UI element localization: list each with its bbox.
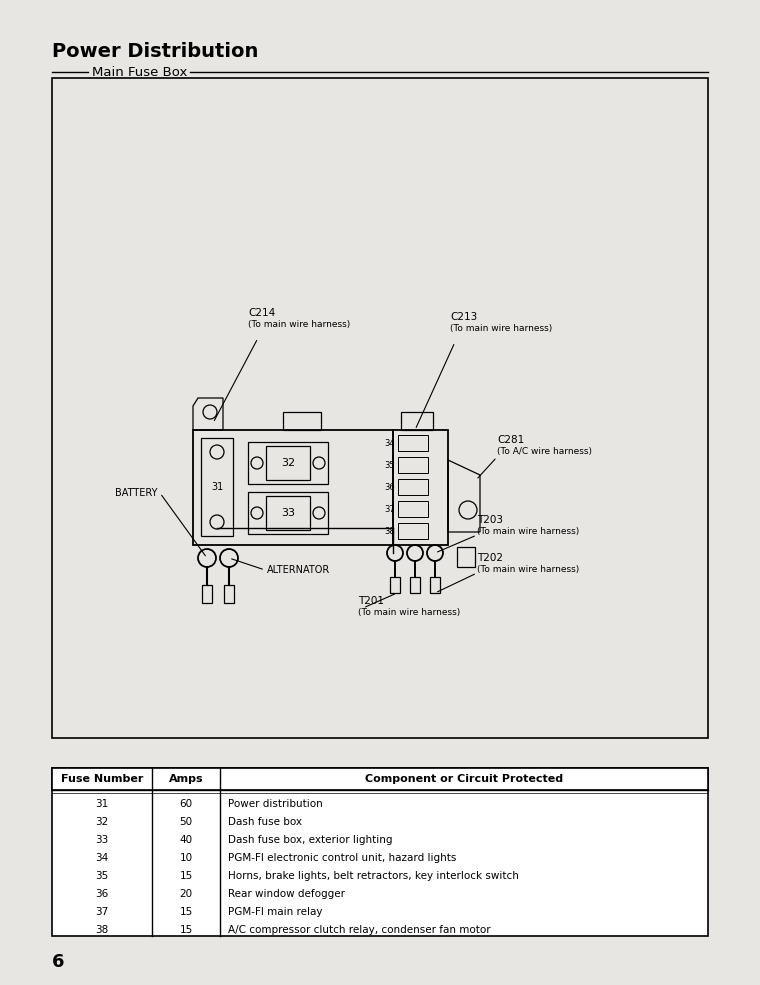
Bar xyxy=(224,585,234,603)
Text: 38: 38 xyxy=(385,527,395,536)
Bar xyxy=(398,457,428,473)
Text: Rear window defogger: Rear window defogger xyxy=(228,889,345,899)
Text: 38: 38 xyxy=(95,925,109,935)
Text: 35: 35 xyxy=(95,871,109,881)
Bar xyxy=(398,501,428,517)
Text: T203: T203 xyxy=(477,515,503,525)
Text: 6: 6 xyxy=(52,953,65,971)
Bar xyxy=(430,577,440,593)
Text: (To main wire harness): (To main wire harness) xyxy=(450,324,553,333)
Text: 10: 10 xyxy=(179,853,192,863)
Text: (To main wire harness): (To main wire harness) xyxy=(477,565,579,574)
Bar xyxy=(52,768,708,790)
Bar xyxy=(52,768,708,936)
Bar xyxy=(248,492,328,534)
Bar xyxy=(193,430,393,545)
Text: 31: 31 xyxy=(211,482,223,492)
Bar xyxy=(398,479,428,495)
Bar xyxy=(401,412,433,430)
Text: 36: 36 xyxy=(95,889,109,899)
Text: 31: 31 xyxy=(95,799,109,809)
Text: 15: 15 xyxy=(179,907,192,917)
Bar xyxy=(202,585,212,603)
Text: 32: 32 xyxy=(281,458,295,468)
Text: Main Fuse Box: Main Fuse Box xyxy=(92,65,188,79)
Text: (To main wire harness): (To main wire harness) xyxy=(477,527,579,536)
Bar xyxy=(266,496,310,530)
Text: Horns, brake lights, belt retractors, key interlock switch: Horns, brake lights, belt retractors, ke… xyxy=(228,871,519,881)
Bar xyxy=(398,523,428,539)
Text: 15: 15 xyxy=(179,925,192,935)
Bar xyxy=(457,547,475,567)
Bar xyxy=(390,577,400,593)
Text: T201: T201 xyxy=(358,596,384,606)
Text: A/C compressor clutch relay, condenser fan motor: A/C compressor clutch relay, condenser f… xyxy=(228,925,491,935)
Bar xyxy=(393,430,448,545)
Text: ALTERNATOR: ALTERNATOR xyxy=(267,565,331,575)
Text: PGM-FI electronic control unit, hazard lights: PGM-FI electronic control unit, hazard l… xyxy=(228,853,456,863)
Text: (To A/C wire harness): (To A/C wire harness) xyxy=(497,447,592,456)
Text: Fuse Number: Fuse Number xyxy=(61,774,143,784)
Text: 33: 33 xyxy=(281,508,295,518)
Text: T202: T202 xyxy=(477,553,503,563)
Bar xyxy=(266,446,310,480)
Text: 37: 37 xyxy=(95,907,109,917)
Text: Amps: Amps xyxy=(169,774,204,784)
Bar xyxy=(248,442,328,484)
Text: 34: 34 xyxy=(95,853,109,863)
Text: 32: 32 xyxy=(95,817,109,827)
Text: C213: C213 xyxy=(450,312,477,322)
Text: C214: C214 xyxy=(248,308,275,318)
Text: BATTERY: BATTERY xyxy=(116,488,158,498)
Text: 35: 35 xyxy=(385,461,395,470)
Text: (To main wire harness): (To main wire harness) xyxy=(248,320,350,329)
Text: 36: 36 xyxy=(385,483,395,492)
Bar xyxy=(283,412,321,430)
Bar xyxy=(201,438,233,536)
Text: C281: C281 xyxy=(497,435,524,445)
Text: Dash fuse box, exterior lighting: Dash fuse box, exterior lighting xyxy=(228,835,392,845)
Bar xyxy=(410,577,420,593)
Text: 33: 33 xyxy=(95,835,109,845)
Text: PGM-FI main relay: PGM-FI main relay xyxy=(228,907,322,917)
Text: (To main wire harness): (To main wire harness) xyxy=(358,608,461,617)
Text: 40: 40 xyxy=(179,835,192,845)
Bar xyxy=(52,78,708,738)
Text: Power Distribution: Power Distribution xyxy=(52,42,258,61)
Text: 15: 15 xyxy=(179,871,192,881)
Text: 50: 50 xyxy=(179,817,192,827)
Text: Dash fuse box: Dash fuse box xyxy=(228,817,302,827)
Text: 34: 34 xyxy=(385,438,395,447)
Text: 37: 37 xyxy=(385,504,395,513)
Bar xyxy=(398,435,428,451)
Text: Power distribution: Power distribution xyxy=(228,799,323,809)
Text: 60: 60 xyxy=(179,799,192,809)
Text: 20: 20 xyxy=(179,889,192,899)
Text: Component or Circuit Protected: Component or Circuit Protected xyxy=(365,774,563,784)
